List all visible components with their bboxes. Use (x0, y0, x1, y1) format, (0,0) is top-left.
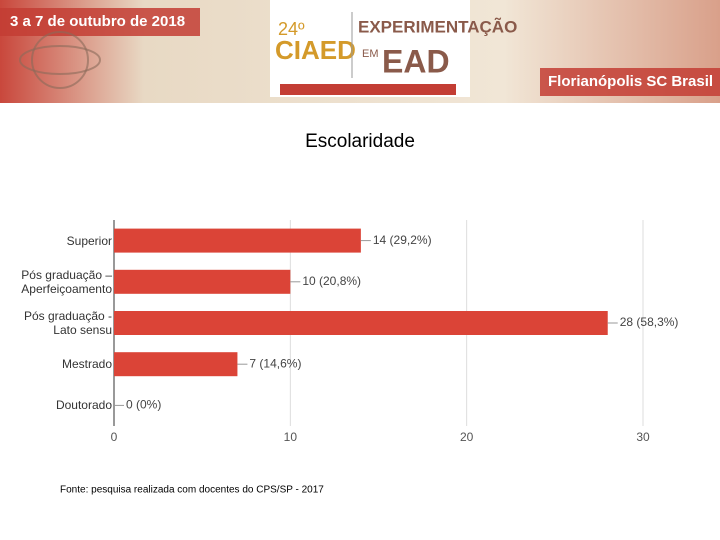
x-tick-label: 30 (636, 430, 650, 444)
logo-strip (280, 84, 456, 95)
bar (114, 311, 608, 335)
value-label: 14 (29,2%) (373, 233, 432, 247)
y-tick-label: Doutorado (55, 398, 112, 413)
value-label: 28 (58,3%) (620, 315, 679, 329)
edition: 24º (278, 19, 305, 39)
y-tick-label: Pós graduação – Aperfeiçoamento (21, 267, 112, 296)
date-band (0, 8, 200, 36)
theme-1: EXPERIMENTAÇÃO (358, 16, 517, 36)
value-label: 0 (0%) (126, 398, 161, 412)
x-tick-label: 10 (284, 430, 298, 444)
bar (114, 269, 291, 294)
x-tick-label: 20 (460, 430, 474, 444)
x-tick-label: 0 (111, 430, 118, 444)
place-band (540, 68, 720, 96)
dates: 3 a 7 de outubro de 2018 (10, 13, 185, 30)
y-tick-label: Superior (66, 233, 112, 248)
chart-title: Escolaridade (305, 131, 415, 152)
bar (114, 352, 238, 377)
y-tick-label: Pós graduação - Lato sensu (23, 308, 112, 337)
theme-3: EAD (382, 43, 450, 79)
logo-box (270, 0, 470, 97)
value-label: 10 (20,8%) (302, 274, 361, 288)
atom-icon (31, 31, 89, 89)
place: Florianópolis SC Brasil (548, 73, 713, 90)
bar (114, 228, 361, 253)
value-label: 7 (14,6%) (249, 356, 301, 370)
theme-2: EM (362, 48, 379, 60)
source: Fonte: pesquisa realizada com docentes d… (60, 485, 324, 496)
atom-orbit (19, 45, 101, 75)
event: CIAED (275, 35, 356, 65)
y-tick-label: Mestrado (61, 357, 112, 372)
